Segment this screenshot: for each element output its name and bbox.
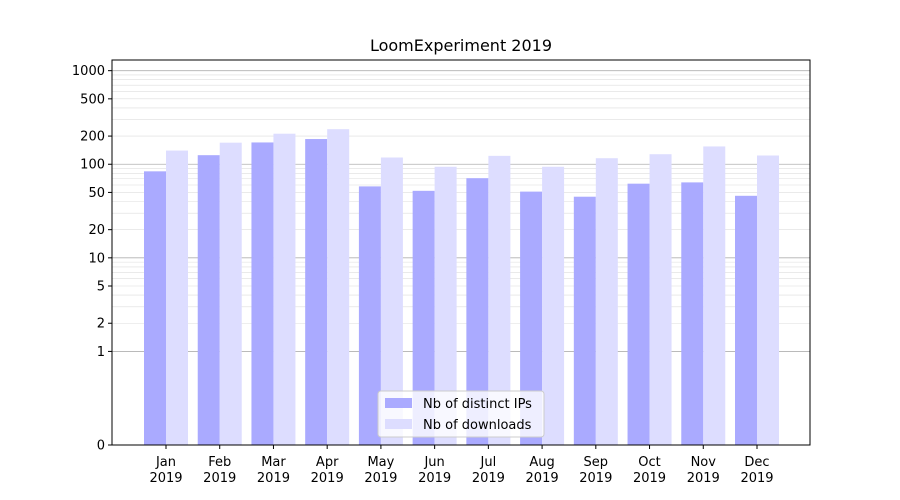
y-tick-label: 50 bbox=[88, 186, 105, 201]
x-tick-label: May 2019 bbox=[364, 455, 397, 486]
x-tick-label: Jun 2019 bbox=[418, 455, 451, 486]
legend-label: Nb of downloads bbox=[423, 418, 532, 433]
bar-downloads bbox=[595, 158, 618, 446]
bar-downloads bbox=[488, 155, 511, 445]
x-tick-label: Jul 2019 bbox=[472, 455, 505, 486]
plot-frame bbox=[111, 59, 811, 446]
bar-downloads bbox=[327, 129, 350, 446]
x-tick-label: Aug 2019 bbox=[526, 455, 559, 486]
bar-ips bbox=[305, 139, 328, 445]
chart-title: LoomExperiment 2019 bbox=[370, 36, 552, 55]
legend-label: Nb of distinct IPs bbox=[423, 397, 532, 412]
bar-ips bbox=[197, 155, 220, 445]
x-tick-label: Mar 2019 bbox=[257, 455, 290, 486]
x-tick-label: Feb 2019 bbox=[203, 455, 236, 486]
x-axis-ticks: Jan 2019 Feb 2019 Mar 2019 Apr 2019 May 2019 Jun 20… bbox=[149, 445, 774, 486]
bar-ips bbox=[412, 190, 435, 445]
y-axis-ticks: 0 1 2 5 10 20 50 100 200 500 1000 bbox=[72, 64, 112, 454]
y-tick-label: 500 bbox=[80, 92, 105, 107]
bar-ips bbox=[627, 183, 650, 445]
bar-downloads bbox=[542, 166, 565, 446]
y-tick-label: 200 bbox=[80, 130, 105, 145]
bar-downloads bbox=[649, 154, 672, 446]
x-tick-label: Jan 2019 bbox=[149, 455, 182, 486]
legend-box bbox=[377, 390, 545, 438]
bar-ips bbox=[520, 191, 543, 445]
bar-ips bbox=[573, 196, 596, 445]
legend: Nb of distinct IPs Nb of downloads bbox=[377, 390, 545, 438]
legend-swatch bbox=[385, 419, 412, 429]
bar-ips bbox=[358, 186, 381, 445]
y-tick-label: 2 bbox=[97, 317, 105, 332]
y-tick-label: 20 bbox=[88, 223, 105, 238]
y-tick-label: 5 bbox=[97, 280, 105, 295]
x-tick-label: Apr 2019 bbox=[311, 455, 344, 486]
y-tick-label: 0 bbox=[97, 439, 105, 454]
x-tick-label: Dec 2019 bbox=[740, 455, 773, 486]
bar-ips bbox=[681, 182, 704, 445]
x-tick-label: Nov 2019 bbox=[687, 455, 720, 486]
y-tick-label: 100 bbox=[80, 158, 105, 173]
bar-ips bbox=[735, 195, 757, 445]
bar-downloads bbox=[434, 166, 457, 446]
bar-ips bbox=[144, 171, 166, 445]
legend-swatch bbox=[385, 398, 412, 408]
bar-downloads bbox=[757, 155, 779, 445]
bars-layer bbox=[144, 129, 779, 446]
y-tick-label: 1000 bbox=[72, 64, 105, 79]
bar-downloads bbox=[703, 146, 726, 446]
bar-downloads bbox=[273, 133, 296, 446]
y-tick-label: 10 bbox=[88, 251, 105, 266]
x-tick-label: Oct 2019 bbox=[633, 455, 666, 486]
x-tick-label: Sep 2019 bbox=[579, 455, 612, 486]
bar-downloads bbox=[219, 142, 242, 445]
bar-downloads bbox=[166, 150, 188, 445]
y-tick-label: 1 bbox=[97, 345, 105, 360]
bar-ips bbox=[251, 142, 274, 445]
bar-ips bbox=[466, 178, 489, 445]
bar-downloads bbox=[380, 157, 403, 445]
